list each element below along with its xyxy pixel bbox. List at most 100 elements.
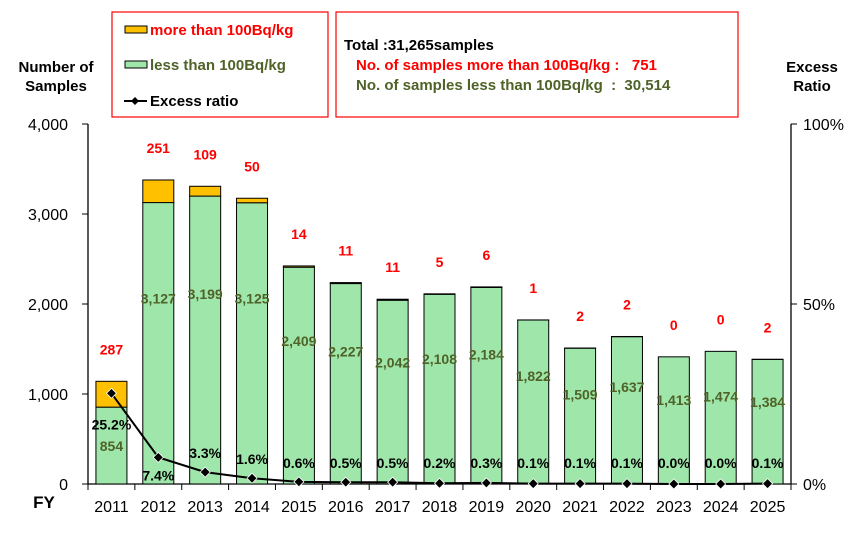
bar-more-2014 [236,197,269,204]
label-more-2019: 6 [482,247,490,263]
ratio-marker-2022 [621,478,633,490]
bar-less-2024 [704,350,737,485]
label-ratio-2013: 3.3% [189,445,221,461]
x-tick-label: 2023 [656,499,692,516]
x-axis-title: FY [33,493,55,512]
label-ratio-2012: 7.4% [142,467,174,483]
ratio-marker-2024 [715,478,727,490]
bar-more-2019 [470,286,503,288]
bar-more-2015 [282,265,315,268]
label-less-2016: 2,227 [328,344,363,360]
bar-more-2016 [329,282,362,285]
label-ratio-2023: 0.0% [658,455,690,471]
ratio-marker-2019 [480,477,492,489]
label-more-2023: 0 [670,317,678,333]
bar-more-2012 [142,179,175,204]
x-tick-label: 2016 [328,499,364,516]
bar-less-2016 [329,283,362,485]
x-tick-label: 2020 [515,499,551,516]
bar-less-2014 [236,202,269,485]
x-tick-label: 2022 [609,499,645,516]
label-ratio-2022: 0.1% [611,455,643,471]
label-less-2013: 3,199 [188,286,223,302]
label-ratio-2016: 0.5% [330,455,362,471]
label-more-2013: 109 [193,146,217,162]
ratio-marker-2012 [152,451,164,463]
label-ratio-2024: 0.0% [705,455,737,471]
x-tick-label: 2011 [94,499,129,516]
x-tick-label: 2014 [234,499,270,516]
summary-box: Total :31,265samples No. of samples more… [335,11,739,118]
legend-label-more: more than 100Bq/kg [150,22,293,39]
bar-less-2011 [95,406,128,485]
label-ratio-2018: 0.2% [424,455,456,471]
ratio-marker-2018 [433,477,446,489]
label-more-2011: 287 [100,341,124,357]
y2-axis-title-line2: Ratio [793,78,831,95]
x-tick-label: 2019 [469,499,505,516]
x-tick-label: 2018 [422,499,458,516]
label-more-2014: 50 [244,158,260,174]
summary-total: Total :31,265samples [344,37,494,54]
bar-less-2015 [282,266,315,485]
x-tick-label: 2021 [562,499,598,516]
label-less-2017: 2,042 [375,355,410,371]
label-less-2020: 1,822 [516,368,551,384]
legend-swatch-more [124,25,148,34]
y2-tick-label: 100% [803,117,844,134]
label-more-2022: 2 [623,296,631,312]
bar-less-2022 [610,336,643,485]
label-more-2016: 11 [338,243,353,259]
x-tick-label: 2012 [141,499,177,516]
y2-tick-label: 0% [803,477,826,494]
y-tick-label: 0 [59,477,68,494]
bar-more-2013 [189,185,222,197]
ratio-marker-2015 [293,476,305,488]
x-tick-label: 2024 [703,499,739,516]
plot-area: 01,0002,0003,0004,0000%50%100%2878542011… [28,117,844,516]
label-more-2015: 14 [291,226,307,242]
label-more-2018: 5 [436,254,444,270]
label-more-2012: 251 [147,140,171,156]
bar-less-2013 [189,195,222,485]
y-axis-title-line2: Samples [25,78,87,95]
label-less-2015: 2,409 [281,333,316,349]
label-less-2021: 1,509 [563,386,598,402]
bar-less-2023 [657,356,690,485]
bar-less-2017 [376,299,409,485]
x-tick-label: 2013 [187,499,223,516]
label-less-2023: 1,413 [656,392,691,408]
legend-border [111,11,329,118]
ratio-marker-2025 [762,478,774,490]
label-ratio-2025: 0.1% [752,455,784,471]
y-tick-label: 3,000 [28,207,68,224]
label-less-2011: 854 [100,438,124,454]
bar-more-2017 [376,298,409,301]
label-less-2018: 2,108 [422,351,457,367]
summary-less: No. of samples less than 100Bq/kg : 30,5… [356,77,671,94]
y-tick-label: 4,000 [28,117,68,134]
x-tick-label: 2017 [375,499,411,516]
label-ratio-2020: 0.1% [517,455,549,471]
label-more-2021: 2 [576,308,584,324]
summary-border [335,11,739,118]
legend-label-less: less than 100Bq/kg [150,57,286,74]
bar-less-2025 [751,358,784,485]
label-less-2025: 1,384 [750,394,785,410]
label-ratio-2011: 25.2% [92,416,132,432]
ratio-marker-2011 [105,387,117,399]
label-less-2024: 1,474 [703,388,738,404]
bar-less-2012 [142,202,175,485]
label-less-2019: 2,184 [469,346,504,362]
legend-label-ratio: Excess ratio [150,93,238,110]
legend-marker-diamond-icon [131,97,139,105]
summary-more: No. of samples more than 100Bq/kg : 751 [356,57,657,74]
label-more-2020: 1 [529,280,537,296]
ratio-marker-2021 [574,478,586,490]
ratio-marker-2017 [387,476,399,488]
x-tick-label: 2015 [281,499,317,516]
ratio-marker-2014 [246,472,258,484]
label-less-2014: 3,125 [235,290,270,306]
label-more-2025: 2 [764,319,772,335]
